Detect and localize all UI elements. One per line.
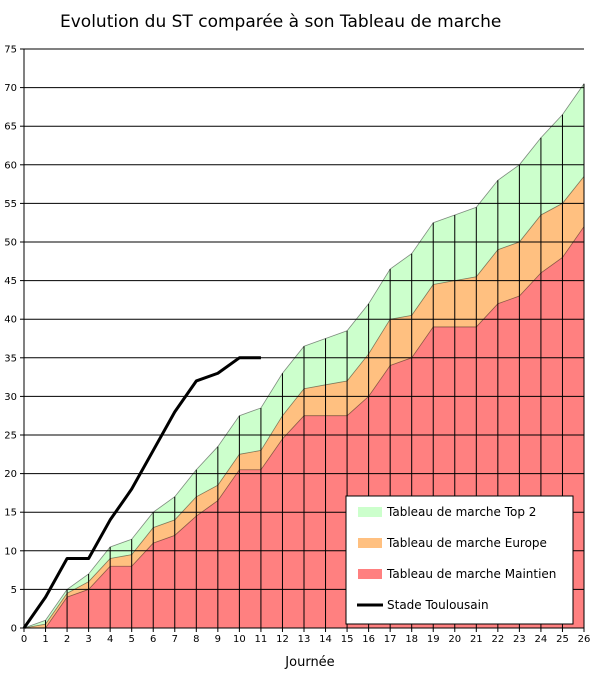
x-tick-label-19: 19	[427, 634, 440, 645]
y-tick-label-65: 65	[4, 122, 17, 133]
y-tick-label-60: 60	[4, 160, 17, 171]
x-tick-label-10: 10	[233, 634, 246, 645]
y-tick-label-15: 15	[4, 508, 17, 519]
x-tick-label-7: 7	[172, 634, 178, 645]
y-tick-label-20: 20	[4, 469, 17, 480]
y-tick-label-30: 30	[4, 392, 17, 403]
x-tick-label-3: 3	[85, 634, 91, 645]
x-tick-label-18: 18	[405, 634, 418, 645]
y-tick-label-0: 0	[11, 624, 17, 635]
x-tick-label-20: 20	[448, 634, 461, 645]
line-series-layer	[22, 356, 261, 629]
legend-swatch-tableau-de-marche-maintien	[358, 569, 382, 579]
x-tick-label-15: 15	[341, 634, 354, 645]
x-tick-label-6: 6	[150, 634, 156, 645]
x-tick-label-22: 22	[491, 634, 504, 645]
y-tick-label-40: 40	[4, 315, 17, 326]
x-tick-label-0: 0	[21, 634, 27, 645]
x-tick-label-8: 8	[193, 634, 199, 645]
chart-title: Evolution du ST comparée à son Tableau d…	[60, 12, 501, 32]
x-tick-label-17: 17	[384, 634, 397, 645]
y-tick-label-10: 10	[4, 546, 17, 557]
x-tick-label-25: 25	[556, 634, 569, 645]
y-tick-label-70: 70	[4, 83, 17, 94]
legend: Tableau de marche Top 2 Tableau de marche…	[345, 495, 574, 625]
legend-swatch-tableau-de-marche-top-2	[358, 507, 382, 517]
legend-label-tableau-de-marche-top-2: Tableau de marche Top 2	[386, 505, 536, 519]
legend-label-tableau-de-marche-europe: Tableau de marche Europe	[386, 536, 547, 550]
y-tick-label-35: 35	[4, 353, 17, 364]
line-stade-toulousain	[22, 356, 261, 629]
x-tick-label-13: 13	[298, 634, 311, 645]
y-tick-label-5: 5	[11, 585, 17, 596]
x-axis-title: Journée	[284, 655, 334, 670]
tick-labels-layer: 0 1 2 3 4 5 6 7 8 9 10 11 12 13 14 15 16 17 18 19 20 21 22 23 24…	[4, 45, 590, 646]
legend-label-tableau-de-marche-maintien: Tableau de marche Maintien	[386, 567, 556, 581]
x-tick-label-26: 26	[578, 634, 591, 645]
legend-swatch-tableau-de-marche-europe	[358, 538, 382, 548]
legend-label-stade-toulousain: Stade Toulousain	[387, 598, 489, 612]
legend-box	[345, 495, 574, 625]
x-tick-label-2: 2	[64, 634, 70, 645]
x-tick-label-23: 23	[513, 634, 526, 645]
y-tick-label-45: 45	[4, 276, 17, 287]
x-tick-label-12: 12	[276, 634, 289, 645]
axes-layer	[20, 48, 585, 632]
y-tick-label-25: 25	[4, 431, 17, 442]
x-tick-label-21: 21	[470, 634, 483, 645]
y-tick-label-50: 50	[4, 238, 17, 249]
x-tick-label-14: 14	[319, 634, 332, 645]
x-tick-label-9: 9	[215, 634, 221, 645]
x-tick-label-1: 1	[42, 634, 48, 645]
x-tick-label-5: 5	[129, 634, 135, 645]
x-tick-label-16: 16	[362, 634, 375, 645]
x-tick-label-24: 24	[535, 634, 548, 645]
x-tick-label-11: 11	[255, 634, 268, 645]
y-tick-label-55: 55	[4, 199, 17, 210]
y-tick-label-75: 75	[4, 45, 17, 56]
x-tick-label-4: 4	[107, 634, 113, 645]
